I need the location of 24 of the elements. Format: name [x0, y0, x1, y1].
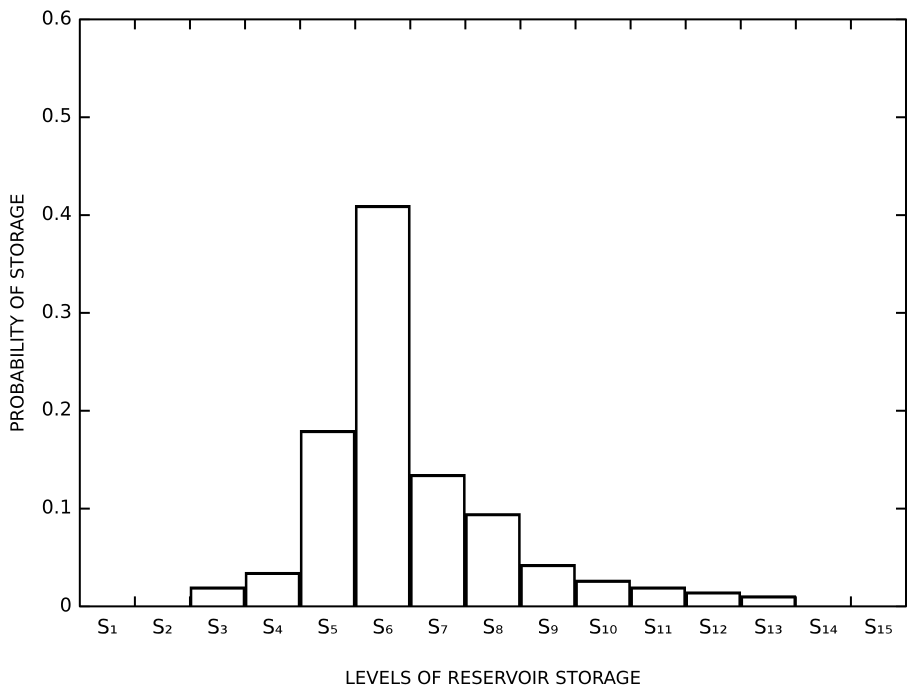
- y-tick-label: 0.3: [42, 300, 72, 323]
- x-tick-label: S₄: [262, 614, 283, 639]
- x-tick-label: S₁₄: [809, 614, 838, 639]
- y-axis-title: PROBABILITY OF STORAGE: [7, 193, 28, 432]
- y-tick-label: 0.4: [42, 203, 72, 226]
- x-tick-label: S₃: [207, 614, 228, 639]
- x-tick-label: S₁₀: [588, 614, 618, 639]
- x-tick-label: S₁₃: [754, 614, 783, 639]
- x-tick-label: S₇: [427, 614, 448, 639]
- x-tick-label: S₆: [372, 614, 394, 639]
- x-tick-label: S₁: [96, 614, 118, 639]
- y-tick-label: 0.6: [42, 7, 72, 30]
- x-tick-label: S₉: [538, 614, 558, 639]
- y-tick-label: 0.5: [42, 105, 72, 128]
- x-tick-label: S₅: [317, 614, 338, 639]
- y-tick-label: 0.2: [42, 398, 72, 421]
- x-tick-label: S₁₅: [864, 614, 893, 639]
- x-tick-label: S₈: [482, 614, 504, 639]
- x-tick-label: S₁₂: [698, 614, 728, 639]
- y-tick-label: 0.1: [42, 496, 72, 519]
- x-tick-label: S₁₁: [644, 614, 673, 639]
- x-axis-title: LEVELS OF RESERVOIR STORAGE: [344, 668, 641, 689]
- y-tick-label: 0: [60, 594, 72, 616]
- x-tick-label: S₂: [152, 614, 173, 639]
